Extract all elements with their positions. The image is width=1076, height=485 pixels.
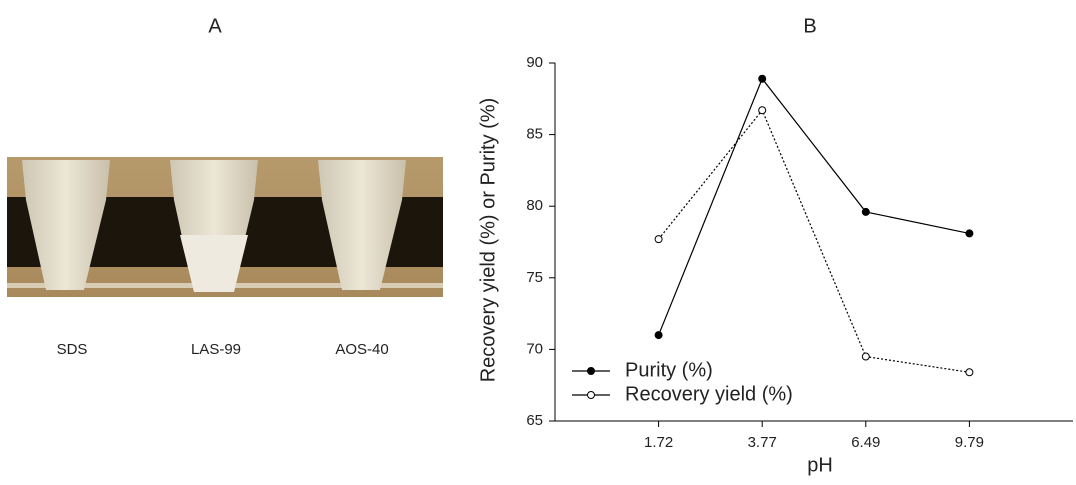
panel-label: A xyxy=(208,15,222,37)
legend-marker xyxy=(588,392,595,399)
chart-title: B xyxy=(803,15,816,37)
y-tick-label: 90 xyxy=(526,54,543,71)
marker xyxy=(759,107,766,114)
marker xyxy=(862,208,869,215)
x-tick-label: 3.77 xyxy=(748,434,777,451)
figure: A SDS LAS-99 AOS-40 B pH Recovery yield … xyxy=(0,0,1076,485)
tube-label: SDS xyxy=(57,341,88,358)
series-line xyxy=(659,79,970,335)
marker xyxy=(966,369,973,376)
photo xyxy=(7,157,443,297)
y-tick-label: 85 xyxy=(526,126,543,143)
y-axis-label: Recovery yield (%) or Purity (%) xyxy=(477,98,499,383)
x-tick-label: 6.49 xyxy=(851,434,880,451)
legend-label: Recovery yield (%) xyxy=(625,383,793,405)
y-tick-label: 70 xyxy=(526,340,543,357)
x-tick-label: 9.79 xyxy=(955,434,984,451)
y-tick-label: 75 xyxy=(526,269,543,286)
marker xyxy=(759,75,766,82)
tube-label: AOS-40 xyxy=(335,341,388,358)
legend-marker xyxy=(588,368,595,375)
marker xyxy=(655,236,662,243)
tube-label: LAS-99 xyxy=(191,341,241,358)
x-tick-label: 1.72 xyxy=(644,434,673,451)
series-line xyxy=(659,110,970,372)
y-tick-label: 65 xyxy=(526,412,543,429)
y-tick-label: 80 xyxy=(526,197,543,214)
marker xyxy=(655,332,662,339)
marker xyxy=(862,353,869,360)
x-axis-label: pH xyxy=(807,454,833,476)
marker xyxy=(966,230,973,237)
legend-label: Purity (%) xyxy=(625,359,713,381)
